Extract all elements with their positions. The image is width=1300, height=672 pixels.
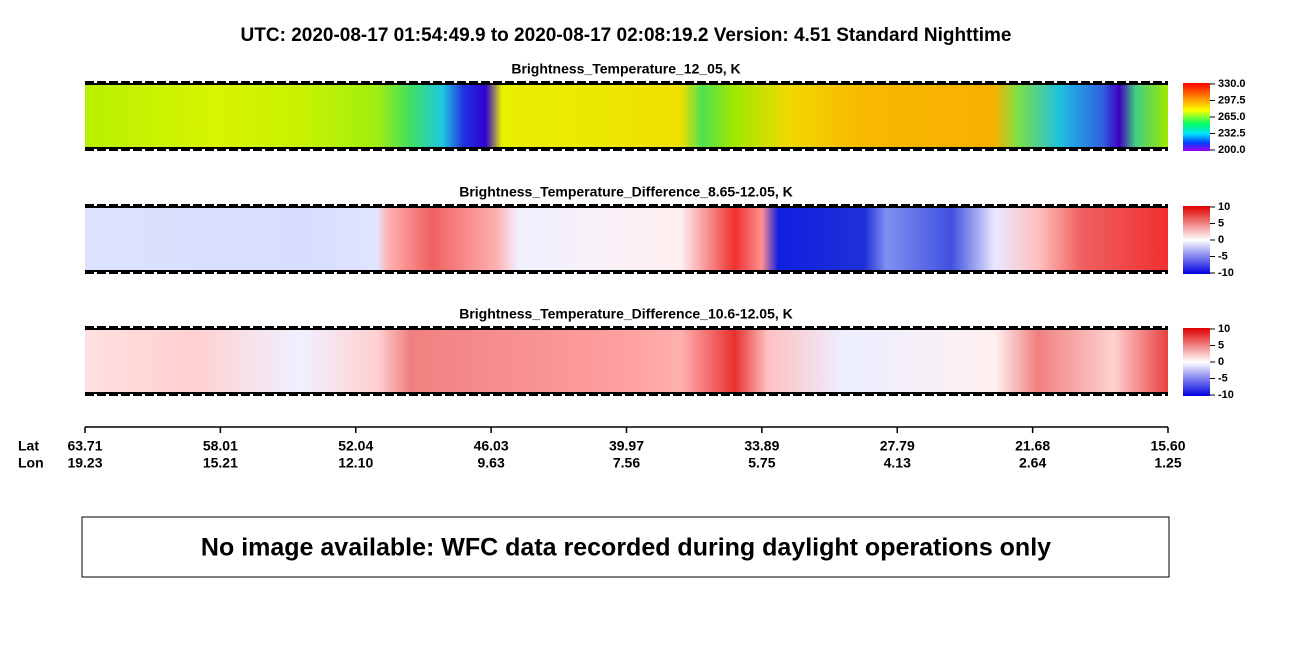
colorbar-tick-label: 265.0 bbox=[1218, 111, 1246, 123]
lat-tick-label: 15.60 bbox=[1150, 438, 1185, 454]
lon-tick-label: 12.10 bbox=[338, 455, 373, 471]
colorbar-tick-label: 200.0 bbox=[1218, 144, 1246, 156]
lat-tick-label: 63.71 bbox=[67, 438, 102, 454]
colorbar-tick-label: 5 bbox=[1218, 339, 1224, 351]
lon-tick-label: 2.64 bbox=[1019, 455, 1046, 471]
colorbar-tick-label: -5 bbox=[1218, 250, 1228, 262]
lat-tick-label: 21.68 bbox=[1015, 438, 1050, 454]
colorbar-tick-label: -5 bbox=[1218, 372, 1228, 384]
lon-tick-label: 15.21 bbox=[203, 455, 238, 471]
notice-box bbox=[81, 516, 1170, 578]
colorbar bbox=[1183, 328, 1210, 396]
data-strip bbox=[85, 83, 1168, 149]
colorbar-tick-label: 10 bbox=[1218, 201, 1230, 213]
panel-title: Brightness_Temperature_12_05, K bbox=[511, 61, 740, 77]
lat-tick-label: 52.04 bbox=[338, 438, 373, 454]
lat-tick-label: 46.03 bbox=[474, 438, 509, 454]
colorbar-tick-label: -10 bbox=[1218, 389, 1234, 401]
title: UTC: 2020-08-17 01:54:49.9 to 2020-08-17… bbox=[241, 25, 1012, 46]
colorbar-tick-label: 297.5 bbox=[1218, 94, 1246, 106]
lon-tick-label: 1.25 bbox=[1154, 455, 1181, 471]
colorbar bbox=[1183, 83, 1210, 151]
colorbar-tick-label: 232.5 bbox=[1218, 127, 1246, 139]
colorbar-tick-label: -10 bbox=[1218, 267, 1234, 279]
colorbar-tick-label: 10 bbox=[1218, 323, 1230, 335]
colorbar-tick-label: 5 bbox=[1218, 217, 1224, 229]
lon-tick-label: 7.56 bbox=[613, 455, 640, 471]
lat-tick-label: 58.01 bbox=[203, 438, 238, 454]
lon-tick-label: 5.75 bbox=[748, 455, 775, 471]
lat-label: Lat bbox=[18, 438, 39, 454]
panel-title: Brightness_Temperature_Difference_8.65-1… bbox=[459, 184, 793, 200]
lat-tick-label: 27.79 bbox=[880, 438, 915, 454]
panel-title: Brightness_Temperature_Difference_10.6-1… bbox=[459, 306, 793, 322]
colorbar-tick-label: 0 bbox=[1218, 234, 1224, 246]
lon-tick-label: 19.23 bbox=[67, 455, 102, 471]
lon-tick-label: 9.63 bbox=[478, 455, 505, 471]
lat-tick-label: 33.89 bbox=[744, 438, 779, 454]
lat-tick-label: 39.97 bbox=[609, 438, 644, 454]
colorbar-tick-label: 330.0 bbox=[1218, 78, 1246, 90]
lon-tick-label: 4.13 bbox=[884, 455, 911, 471]
lon-label: Lon bbox=[18, 455, 44, 471]
colorbar bbox=[1183, 206, 1210, 274]
data-strip bbox=[85, 206, 1168, 272]
panels: Brightness_Temperature_12_05, K 330.0 297.… bbox=[85, 61, 1246, 401]
notice: No image available: WFC data recorded du… bbox=[201, 534, 1051, 562]
colorbar-tick-label: 0 bbox=[1218, 356, 1224, 368]
data-strip bbox=[85, 328, 1168, 394]
